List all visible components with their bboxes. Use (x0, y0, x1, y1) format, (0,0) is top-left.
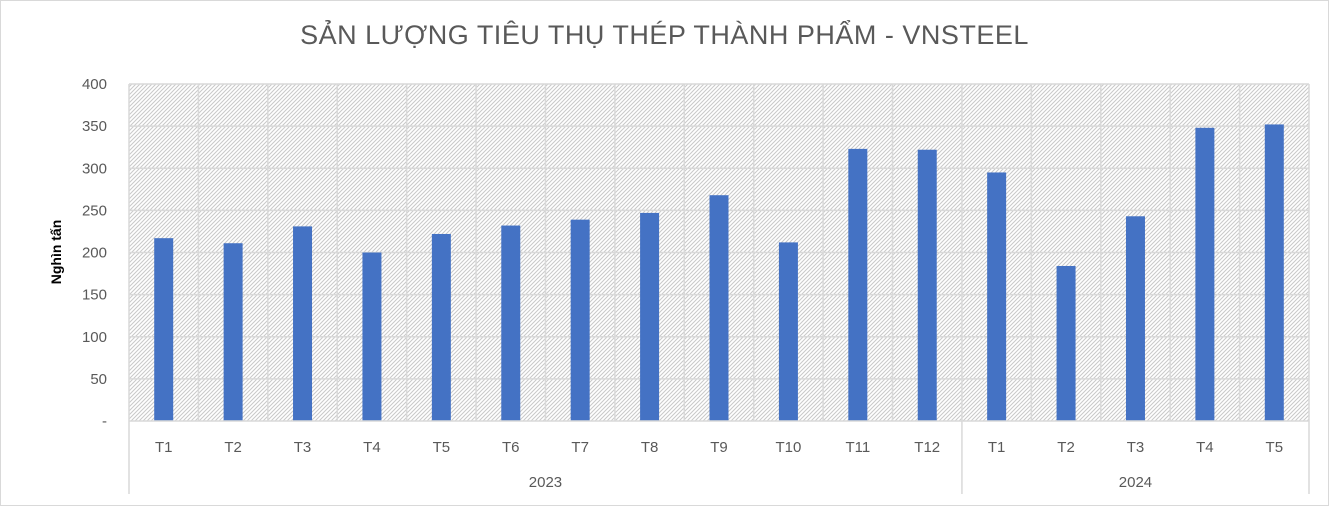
y-tick-label: 50 (90, 371, 107, 388)
y-tick-label: - (102, 413, 107, 430)
bar (640, 212, 660, 421)
y-tick-label: 100 (82, 329, 107, 346)
x-tick-label: T2 (1057, 439, 1075, 456)
y-tick-label: 150 (82, 287, 107, 304)
y-tick-label: 350 (82, 118, 107, 135)
y-tick-label: 250 (82, 202, 107, 219)
bar (431, 233, 451, 421)
y-tick-label: 400 (82, 76, 107, 93)
bar (848, 148, 868, 421)
x-tick-label: T3 (1127, 439, 1145, 456)
bar (501, 225, 521, 421)
bar (362, 252, 382, 421)
x-tick-label: T1 (988, 439, 1006, 456)
bar (778, 242, 798, 421)
bar (223, 243, 243, 421)
bar (987, 172, 1007, 421)
bar (1056, 265, 1076, 421)
x-tick-label: T12 (914, 439, 940, 456)
x-tick-label: T3 (294, 439, 312, 456)
bar (1264, 124, 1284, 421)
x-tick-label: T7 (571, 439, 589, 456)
x-tick-label: T6 (502, 439, 520, 456)
x-tick-label: T2 (224, 439, 242, 456)
bar (154, 238, 174, 421)
x-tick-label: T10 (775, 439, 801, 456)
x-group-label: 2024 (1119, 474, 1152, 491)
chart-title: SẢN LƯỢNG TIÊU THỤ THÉP THÀNH PHẨM - VNS… (300, 20, 1029, 50)
y-tick-label: 200 (82, 245, 107, 262)
bar (1125, 216, 1145, 421)
x-tick-label: T9 (710, 439, 728, 456)
x-tick-label: T5 (1266, 439, 1284, 456)
bar (917, 149, 937, 421)
x-tick-label: T11 (845, 439, 870, 456)
x-tick-label: T4 (1196, 439, 1214, 456)
bar (293, 226, 313, 421)
bar (570, 219, 590, 421)
x-tick-label: T8 (641, 439, 659, 456)
bar (709, 195, 729, 421)
y-tick-label: 300 (82, 160, 107, 177)
x-tick-label: T5 (433, 439, 451, 456)
bar (1195, 127, 1215, 421)
x-tick-label: T1 (155, 439, 173, 456)
x-tick-label: T4 (363, 439, 381, 456)
x-group-label: 2023 (529, 474, 562, 491)
